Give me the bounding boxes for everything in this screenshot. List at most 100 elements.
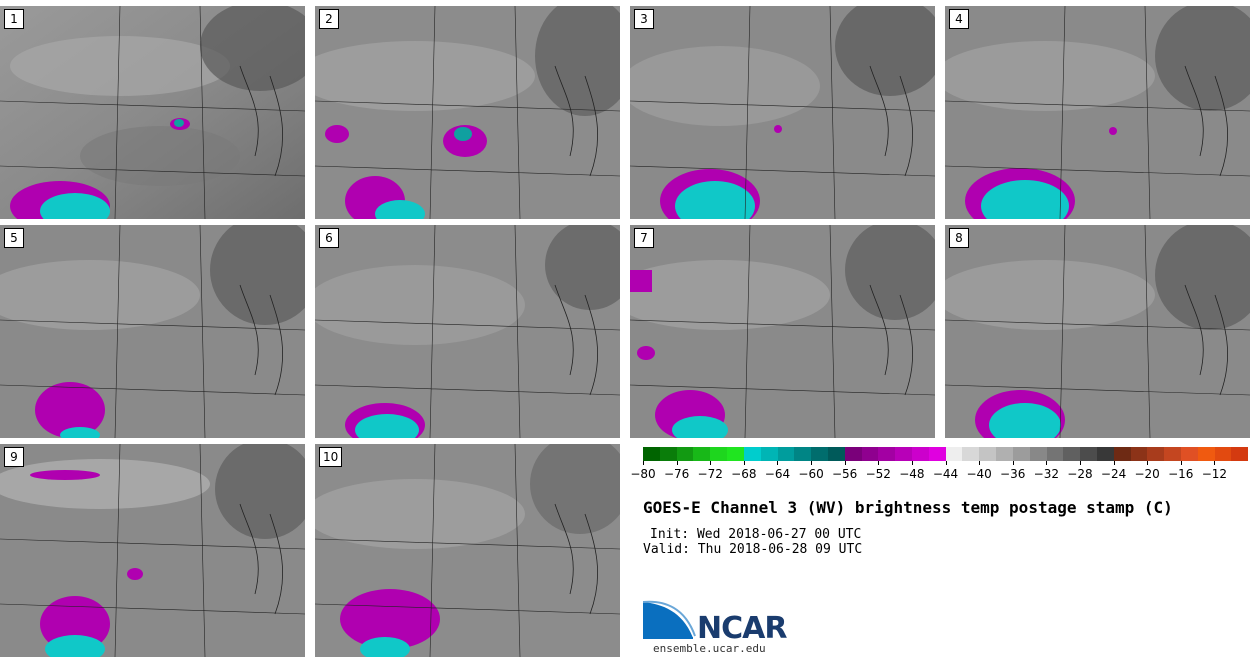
panel-number: 4 — [949, 9, 969, 29]
wv-imagery-map — [0, 225, 305, 438]
figure-title: GOES-E Channel 3 (WV) brightness temp po… — [643, 498, 1173, 517]
wv-imagery-map — [630, 6, 935, 219]
colorbar-swatch — [1113, 447, 1131, 461]
panel-number: 2 — [319, 9, 339, 29]
colorbar-swatch — [1181, 447, 1198, 461]
postage-stamp-6: 6 — [315, 225, 620, 438]
wv-imagery-map — [945, 225, 1250, 438]
colorbar-tick-label: −40 — [966, 467, 992, 481]
colorbar-swatch — [659, 447, 677, 461]
colorbar-swatch — [996, 447, 1013, 461]
colorbar-tick-label: −76 — [663, 467, 690, 481]
colorbar-tick — [743, 461, 745, 465]
postage-stamp-3: 3 — [630, 6, 935, 219]
panel-number: 10 — [319, 447, 343, 467]
colorbar-tick — [676, 461, 678, 465]
ncar-logo-icon — [643, 600, 696, 639]
colorbar-swatch — [1080, 447, 1097, 461]
colorbar-tick — [710, 461, 712, 465]
colorbar-tick — [811, 461, 813, 465]
postage-stamp-7: 7 — [630, 225, 935, 438]
colorbar-tick-label: −24 — [1100, 467, 1127, 481]
colorbar-tick — [777, 461, 779, 465]
colorbar-tick-label: −56 — [831, 467, 858, 481]
wv-imagery-map — [630, 225, 935, 438]
panel-number: 8 — [949, 228, 969, 248]
colorbar-swatch — [962, 447, 980, 461]
colorbar-swatch — [895, 447, 912, 461]
colorbar-swatch — [912, 447, 929, 461]
postage-stamp-4: 4 — [945, 6, 1250, 219]
colorbar-tick-label: −68 — [731, 467, 757, 481]
colorbar-tick-label: −36 — [1000, 467, 1026, 481]
wv-imagery-map — [315, 444, 620, 657]
colorbar-swatch — [827, 447, 845, 461]
panel-number: 7 — [634, 228, 654, 248]
postage-stamp-9: 9 — [0, 444, 305, 657]
colorbar-ticks: −80 −76 −72 −68 −64 −60 −56 −52 −48 −44 −40 −36 −32−… — [630, 461, 1248, 481]
colorbar-swatch — [1130, 447, 1148, 461]
colorbar-swatch — [693, 447, 711, 461]
colorbar-tick-label: −28 — [1067, 467, 1093, 481]
colorbar-tick — [1147, 461, 1149, 465]
colorbar-tick — [1012, 461, 1014, 465]
colorbar-tick-label: −80 — [630, 467, 656, 481]
wv-imagery-map — [0, 6, 305, 219]
colorbar — [643, 447, 1249, 461]
colorbar-swatch — [777, 447, 795, 461]
colorbar-swatch — [676, 447, 694, 461]
colorbar-swatch — [811, 447, 828, 461]
colorbar-tick — [911, 461, 913, 465]
wv-imagery-map — [0, 444, 305, 657]
panel-number: 3 — [634, 9, 654, 29]
postage-stamp-10: 10 — [315, 444, 620, 657]
colorbar-swatch — [1046, 447, 1064, 461]
colorbar-swatch — [928, 447, 946, 461]
panel-number: 1 — [4, 9, 24, 29]
colorbar-swatch — [760, 447, 778, 461]
colorbar-swatch — [727, 447, 744, 461]
colorbar-swatch — [1231, 447, 1249, 461]
colorbar-swatch — [1096, 447, 1114, 461]
postage-stamp-1: 1 — [0, 6, 305, 219]
colorbar-tick-label: −44 — [932, 467, 959, 481]
colorbar-swatch — [1063, 447, 1081, 461]
wv-imagery-map — [315, 6, 620, 219]
colorbar-tick-label: −52 — [865, 467, 891, 481]
colorbar-swatch — [878, 447, 896, 461]
colorbar-tick — [1180, 461, 1182, 465]
colorbar-tick-label: −12 — [1201, 467, 1228, 481]
colorbar-swatch — [1029, 447, 1047, 461]
colorbar-tick — [1046, 461, 1048, 465]
colorbar-tick — [844, 461, 846, 465]
colorbar-swatch — [979, 447, 997, 461]
panel-number: 6 — [319, 228, 339, 248]
colorbar-swatch — [1147, 447, 1165, 461]
colorbar-swatch — [743, 447, 761, 461]
colorbar-swatch — [1012, 447, 1030, 461]
panel-number: 5 — [4, 228, 24, 248]
wv-imagery-map — [315, 225, 620, 438]
colorbar-swatch — [1214, 447, 1232, 461]
colorbar-swatch — [844, 447, 862, 461]
logo-url: ensemble.ucar.edu — [653, 642, 766, 655]
colorbar-swatch — [643, 447, 660, 461]
postage-stamp-5: 5 — [0, 225, 305, 438]
colorbar-tick-label: −16 — [1168, 467, 1194, 481]
colorbar-tick — [1113, 461, 1115, 465]
colorbar-swatch — [945, 447, 963, 461]
colorbar-tick-label: −32 — [1033, 467, 1059, 481]
postage-stamp-2: 2 — [315, 6, 620, 219]
colorbar-tick-label: −48 — [899, 467, 925, 481]
colorbar-swatch — [710, 447, 728, 461]
colorbar-swatch — [1197, 447, 1215, 461]
valid-time: Valid: Thu 2018-06-28 09 UTC — [643, 542, 863, 557]
wv-imagery-map — [945, 6, 1250, 219]
colorbar-tick — [643, 461, 644, 465]
colorbar-tick — [979, 461, 981, 465]
colorbar-tick-label: −64 — [764, 467, 791, 481]
colorbar-swatch — [861, 447, 879, 461]
colorbar-tick-label: −20 — [1134, 467, 1160, 481]
colorbar-swatch — [794, 447, 812, 461]
colorbar-tick-label: −60 — [798, 467, 824, 481]
